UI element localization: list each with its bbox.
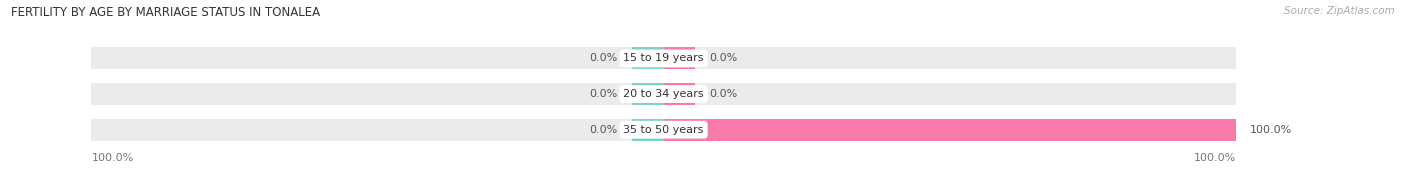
- Bar: [91, 83, 1236, 105]
- Bar: [664, 83, 695, 105]
- Bar: [633, 47, 664, 70]
- Text: 0.0%: 0.0%: [710, 89, 738, 99]
- Text: 15 to 19 years: 15 to 19 years: [623, 54, 704, 64]
- Bar: [91, 47, 1236, 70]
- Text: 0.0%: 0.0%: [589, 125, 617, 135]
- Text: 100.0%: 100.0%: [1194, 153, 1236, 163]
- Text: 0.0%: 0.0%: [710, 54, 738, 64]
- Text: 20 to 34 years: 20 to 34 years: [623, 89, 704, 99]
- Text: 0.0%: 0.0%: [589, 89, 617, 99]
- Text: Source: ZipAtlas.com: Source: ZipAtlas.com: [1284, 6, 1395, 16]
- Bar: [633, 83, 664, 105]
- Bar: [664, 47, 695, 70]
- Text: 100.0%: 100.0%: [91, 153, 134, 163]
- Bar: [633, 119, 664, 141]
- Text: FERTILITY BY AGE BY MARRIAGE STATUS IN TONALEA: FERTILITY BY AGE BY MARRIAGE STATUS IN T…: [11, 6, 321, 19]
- Text: 100.0%: 100.0%: [1250, 125, 1292, 135]
- Text: 0.0%: 0.0%: [589, 54, 617, 64]
- Text: 35 to 50 years: 35 to 50 years: [623, 125, 704, 135]
- Bar: [91, 119, 1236, 141]
- Bar: [664, 119, 1236, 141]
